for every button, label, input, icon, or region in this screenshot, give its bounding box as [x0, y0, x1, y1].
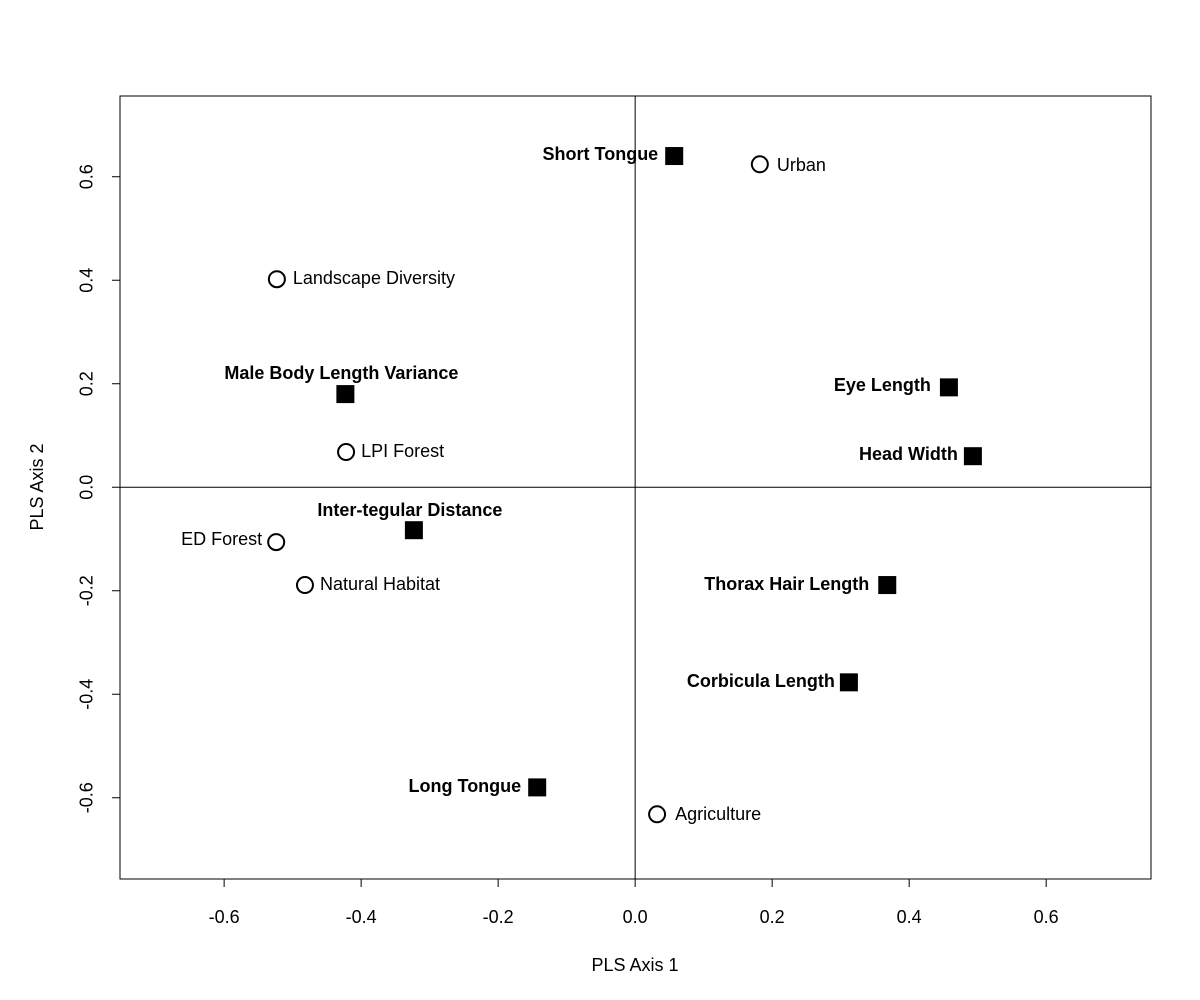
x-tick-label: 0.0 [623, 907, 648, 927]
variable-marker [267, 533, 286, 552]
variable-marker [337, 443, 356, 462]
point-label: Inter-tegular Distance [317, 500, 502, 520]
point-label: Natural Habitat [320, 574, 440, 594]
trait-marker [878, 576, 897, 595]
y-tick-label: 0.0 [77, 475, 97, 500]
trait-marker [939, 378, 958, 397]
y-axis-label: PLS Axis 2 [27, 443, 47, 530]
y-tick-label: 0.2 [77, 371, 97, 396]
x-tick-label: -0.2 [483, 907, 514, 927]
trait-marker [336, 385, 355, 404]
point-label: LPI Forest [361, 441, 444, 461]
trait-marker [963, 447, 982, 466]
trait-marker [528, 778, 547, 797]
point-label: Urban [777, 155, 826, 175]
variable-marker [295, 576, 314, 595]
point-label: Thorax Hair Length [704, 574, 869, 594]
point-label: Agriculture [675, 804, 761, 824]
trait-marker [665, 147, 684, 166]
point-label: Eye Length [834, 375, 931, 395]
y-tick-label: -0.4 [77, 679, 97, 710]
x-tick-label: -0.6 [209, 907, 240, 927]
point-label: ED Forest [181, 529, 262, 549]
x-tick-label: 0.4 [897, 907, 922, 927]
y-tick-label: 0.4 [77, 268, 97, 293]
point-label: Head Width [859, 444, 958, 464]
variable-marker [267, 270, 286, 289]
variable-marker [648, 805, 667, 824]
x-tick-label: 0.2 [760, 907, 785, 927]
x-tick-label: 0.6 [1034, 907, 1059, 927]
point-label: Landscape Diversity [293, 268, 455, 288]
trait-marker [404, 521, 423, 540]
trait-marker [839, 673, 858, 692]
point-label: Male Body Length Variance [224, 363, 458, 383]
variable-marker [750, 155, 769, 174]
x-axis-label: PLS Axis 1 [591, 955, 678, 975]
x-tick-label: -0.4 [346, 907, 377, 927]
y-tick-label: -0.6 [77, 782, 97, 813]
point-label: Long Tongue [409, 776, 522, 796]
point-label: Short Tongue [543, 144, 659, 164]
point-label: Corbicula Length [687, 671, 835, 691]
y-tick-label: -0.2 [77, 575, 97, 606]
y-tick-label: 0.6 [77, 164, 97, 189]
